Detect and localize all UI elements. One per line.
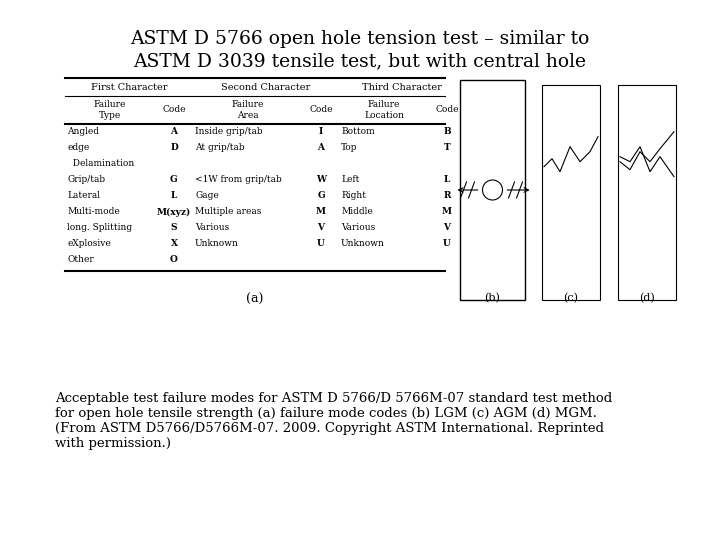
Text: ASTM D 5766 open hole tension test – similar to: ASTM D 5766 open hole tension test – sim… xyxy=(130,30,590,48)
Text: Middle: Middle xyxy=(341,207,373,217)
Text: Gage: Gage xyxy=(195,192,219,200)
Text: Unknown: Unknown xyxy=(341,240,385,248)
Text: Unknown: Unknown xyxy=(195,240,239,248)
Text: U: U xyxy=(317,240,325,248)
Text: <1W from grip/tab: <1W from grip/tab xyxy=(195,176,282,185)
Text: First Character: First Character xyxy=(91,83,167,91)
Text: L: L xyxy=(444,176,450,185)
Text: Inside grip/tab: Inside grip/tab xyxy=(195,127,263,137)
Text: ASTM D 3039 tensile test, but with central hole: ASTM D 3039 tensile test, but with centr… xyxy=(133,52,587,70)
Text: L: L xyxy=(171,192,177,200)
Text: Delamination: Delamination xyxy=(67,159,134,168)
Text: Third Character: Third Character xyxy=(362,83,442,91)
Text: Grip/tab: Grip/tab xyxy=(67,176,105,185)
Text: (c): (c) xyxy=(564,293,578,303)
Text: A: A xyxy=(318,144,325,152)
Text: T: T xyxy=(444,144,451,152)
Text: for open hole tensile strength (a) failure mode codes (b) LGM (c) AGM (d) MGM.: for open hole tensile strength (a) failu… xyxy=(55,407,597,420)
Text: Failure
Type: Failure Type xyxy=(94,100,126,120)
Text: Left: Left xyxy=(341,176,359,185)
Text: Top: Top xyxy=(341,144,358,152)
Text: Lateral: Lateral xyxy=(67,192,100,200)
Text: At grip/tab: At grip/tab xyxy=(195,144,245,152)
Text: O: O xyxy=(170,255,178,265)
Text: with permission.): with permission.) xyxy=(55,437,171,450)
Text: V: V xyxy=(318,224,325,233)
Text: Other: Other xyxy=(67,255,94,265)
Text: (d): (d) xyxy=(639,293,655,303)
Text: Failure
Area: Failure Area xyxy=(232,100,264,120)
Text: Angled: Angled xyxy=(67,127,99,137)
Text: G: G xyxy=(170,176,178,185)
Text: A: A xyxy=(171,127,178,137)
Text: G: G xyxy=(317,192,325,200)
Text: Code: Code xyxy=(162,105,186,114)
Text: Failure
Location: Failure Location xyxy=(364,100,404,120)
Text: M: M xyxy=(316,207,326,217)
Text: Various: Various xyxy=(195,224,229,233)
Text: R: R xyxy=(444,192,451,200)
Text: Code: Code xyxy=(436,105,459,114)
Text: B: B xyxy=(444,127,451,137)
Text: Code: Code xyxy=(310,105,333,114)
Text: U: U xyxy=(443,240,451,248)
Text: Multi-mode: Multi-mode xyxy=(67,207,120,217)
Text: Second Character: Second Character xyxy=(221,83,310,91)
Text: M(xyz): M(xyz) xyxy=(157,207,191,217)
Text: (b): (b) xyxy=(485,293,500,303)
Text: W: W xyxy=(316,176,326,185)
Text: D: D xyxy=(170,144,178,152)
Circle shape xyxy=(482,180,503,200)
Text: Right: Right xyxy=(341,192,366,200)
Text: Bottom: Bottom xyxy=(341,127,374,137)
Text: Various: Various xyxy=(341,224,375,233)
Text: X: X xyxy=(171,240,178,248)
Text: V: V xyxy=(444,224,451,233)
Text: Multiple areas: Multiple areas xyxy=(195,207,261,217)
Text: (From ASTM D5766/D5766M-07. 2009. Copyright ASTM International. Reprinted: (From ASTM D5766/D5766M-07. 2009. Copyri… xyxy=(55,422,604,435)
Text: eXplosive: eXplosive xyxy=(67,240,111,248)
Text: Acceptable test failure modes for ASTM D 5766/D 5766M-07 standard test method: Acceptable test failure modes for ASTM D… xyxy=(55,392,612,405)
Text: long. Splitting: long. Splitting xyxy=(67,224,132,233)
Text: (a): (a) xyxy=(246,293,264,306)
Text: M: M xyxy=(442,207,452,217)
Text: I: I xyxy=(319,127,323,137)
Text: edge: edge xyxy=(67,144,89,152)
Text: S: S xyxy=(171,224,177,233)
